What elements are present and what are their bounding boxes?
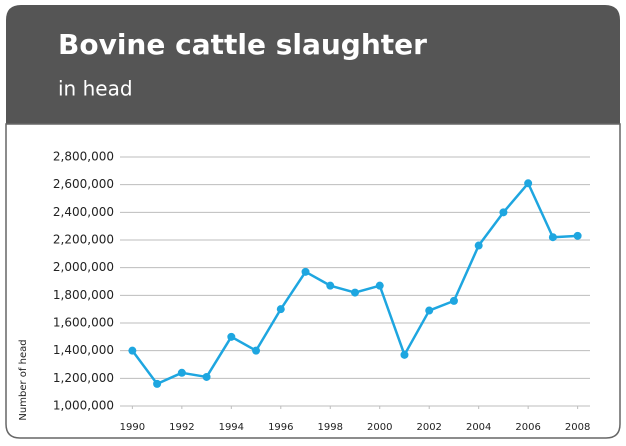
y-tick-label: 2,600,000 [53,177,114,191]
data-point [252,346,261,355]
x-tick-label: 1994 [219,422,244,433]
x-tick-label: 1990 [120,422,145,433]
data-point [153,379,162,388]
y-tick-label: 1,800,000 [53,288,114,302]
data-point [128,346,137,355]
header-background [6,5,620,124]
data-point [548,233,557,242]
y-axis-label: Number of head [18,339,29,420]
x-tick-label: 2006 [515,422,540,433]
chart-frame [5,123,621,439]
data-point [400,350,409,359]
data-point [227,332,236,341]
data-point [375,281,384,290]
data-point [425,306,434,315]
data-point [177,368,186,377]
data-point [301,267,310,276]
data-point [351,288,359,297]
x-tick-label: 1996 [268,422,293,433]
y-tick-label: 2,800,000 [53,150,114,164]
y-tick-label: 1,000,000 [53,399,114,413]
data-point [276,305,285,314]
x-tick-label: 1998 [318,422,343,433]
data-point [326,281,335,290]
x-tick-label: 2000 [367,422,392,433]
x-tick-label: 2002 [416,422,441,433]
y-tick-label: 1,600,000 [53,316,114,330]
chart-title: Bovine cattle slaughter [58,28,427,61]
y-tick-label: 2,400,000 [53,205,114,219]
data-point [499,208,508,217]
data-point [474,241,483,250]
data-point [202,372,211,381]
y-tick-label: 2,000,000 [53,260,114,274]
chart-subtitle: in head [58,77,133,101]
x-tick-label: 2004 [466,422,491,433]
data-point [524,179,533,188]
y-tick-label: 2,200,000 [53,233,114,247]
y-tick-label: 1,400,000 [53,343,114,357]
x-tick-label: 1992 [169,422,194,433]
data-point [573,231,582,240]
y-tick-label: 1,200,000 [53,371,114,385]
data-point [449,296,458,305]
x-tick-label: 2008 [565,422,590,433]
